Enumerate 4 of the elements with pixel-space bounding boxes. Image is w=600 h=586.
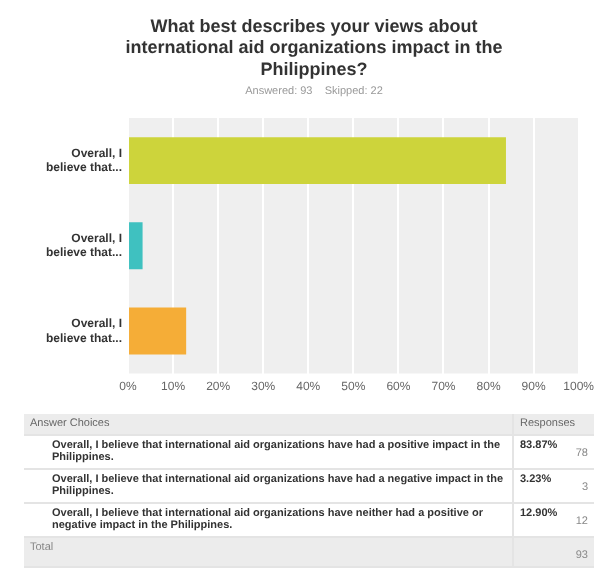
- bar: [129, 222, 143, 270]
- chart-title: What best describes your views about international aid organizations impact in the Philippines?: [125, 15, 503, 79]
- bar: [129, 307, 187, 355]
- bar: [129, 137, 506, 185]
